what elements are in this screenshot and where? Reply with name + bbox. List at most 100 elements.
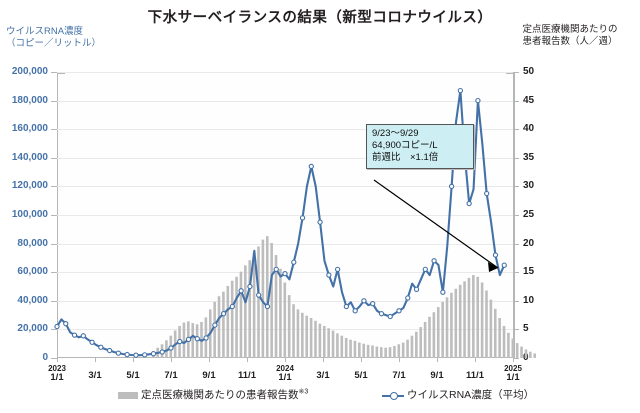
left-axis-tick-label: 140,000 [11,151,48,163]
bar [498,317,501,358]
x-tick-mark [171,358,172,362]
data-point-marker [89,339,95,345]
bar [257,246,260,358]
left-axis-tick-label: 180,000 [11,94,48,106]
x-tick-monthday: 1/1 [278,372,292,383]
bar [217,296,221,358]
data-point-marker [194,336,200,342]
bar [213,301,216,358]
callout-line-3: 前週比 ×1.1倍 [372,152,439,163]
data-point-marker [396,308,402,314]
callout-line-1: 9/23〜9/29 [372,128,419,139]
right-axis-tick-label: 20 [523,237,535,249]
right-axis-label-line2: 患者報告数（人／週） [522,36,618,47]
bar [235,276,238,358]
left-tick-mark [51,100,57,102]
bar [279,268,282,358]
x-tick-year: 2025 [504,364,522,373]
bar [515,343,519,358]
bar [458,284,462,358]
right-tick-mark [513,215,519,216]
right-tick-mark [513,157,519,159]
callout-line-2: 64,900コピー/L [372,140,438,151]
x-tick-mark [513,358,514,362]
right-tick-mark [513,129,519,131]
bar [283,282,287,358]
callout-annotation: 9/23〜9/29 64,900コピー/L 前週比 ×1.1倍 [366,124,474,169]
bar [340,335,344,358]
x-axis-tick-label: 2024 1/1 [262,364,308,383]
left-tick-mark [51,243,57,245]
bar [182,322,186,358]
left-axis-tick-label: 80,000 [17,237,48,249]
data-point-marker [448,183,455,190]
x-tick-mark [209,358,210,362]
left-tick-mark [51,186,57,188]
right-tick-mark [513,329,519,331]
x-tick-mark [323,358,324,362]
bar [502,325,506,358]
gridline [57,157,513,159]
bar [274,255,278,358]
data-point-marker [229,303,236,310]
bar [441,301,444,358]
x-axis-tick-label: 3/1 [72,371,118,381]
bar [239,271,243,358]
callout-arrow [373,179,499,272]
x-tick-monthday: 7/1 [164,370,178,381]
x-axis-tick-label: 3/1 [300,371,346,381]
line-series-rna [54,87,507,358]
bar [485,290,488,358]
data-point-marker [405,295,411,301]
data-point-marker [185,336,192,343]
bar [419,327,423,358]
bar [226,285,230,358]
data-point-marker [115,350,122,356]
bar [533,353,537,358]
left-axis-tick-label: 20,000 [17,323,48,335]
x-axis-tick-label: 2025 1/1 [490,364,536,383]
left-tick-mark [51,157,57,159]
bar [454,288,458,358]
bar [445,297,449,358]
x-tick-monthday: 3/1 [316,370,330,381]
x-tick-mark [285,358,286,362]
x-tick-monthday: 9/1 [202,370,216,381]
data-point-marker [282,270,288,277]
bar [428,316,431,358]
bar [406,339,409,358]
data-point-marker [387,313,393,320]
data-point-marker [378,311,385,317]
data-point-marker [291,259,297,265]
data-point-marker [413,286,420,293]
bar [384,347,387,358]
x-axis-tick-label: 5/1 [110,371,156,381]
bar [270,243,273,358]
data-point-marker [212,322,218,328]
bar [292,304,295,358]
data-point-marker [150,351,157,357]
left-axis-tick-label: 60,000 [17,266,48,278]
bar [349,339,352,358]
x-tick-mark [95,358,96,362]
left-tick-mark [51,272,57,274]
legend: 定点医療機関あたりの患者報告数※3 ウイルスRNA濃度（平均） [0,387,640,409]
left-axis-label-line2: （コピー／リットル） [6,38,102,49]
bar [331,330,335,358]
right-axis-tick-label: 35 [523,151,535,163]
x-tick-year: 2023 [48,364,66,373]
left-tick-mark [51,300,57,302]
right-tick-mark [513,186,519,188]
x-tick-monthday: 1/1 [506,372,520,383]
bar [489,299,493,358]
data-point-marker [256,292,262,298]
bar [379,347,383,358]
data-point-marker [264,303,271,310]
data-point-marker [168,345,174,351]
bar [222,291,225,358]
bar [344,337,348,358]
x-tick-mark [399,358,400,362]
right-axis-tick-label: 40 [523,123,535,135]
legend-note-patients: ※3 [298,388,309,396]
bar [353,340,357,358]
